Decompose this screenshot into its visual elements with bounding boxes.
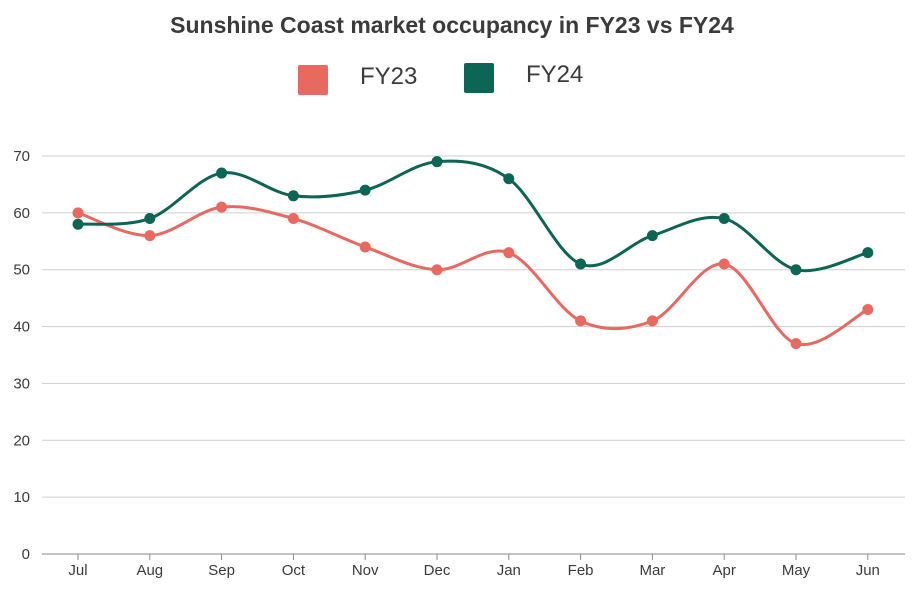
data-point-fy23-jan <box>503 247 515 259</box>
data-point-fy23-jul <box>72 207 84 219</box>
legend-item-fy23: FY23 <box>298 63 417 95</box>
data-point-fy24-mar <box>646 230 658 242</box>
legend-label-fy24: FY24 <box>526 61 583 88</box>
data-point-fy23-apr <box>718 258 730 270</box>
legend: FY23 FY24 <box>298 61 583 95</box>
data-point-fy23-nov <box>359 241 371 253</box>
x-tick-label: Jun <box>856 562 880 579</box>
y-tick-label: 50 <box>13 262 30 279</box>
data-point-fy24-sep <box>216 167 228 179</box>
y-tick-label: 60 <box>13 205 30 222</box>
data-point-fy23-jun <box>862 304 874 316</box>
data-point-fy24-jun <box>862 247 874 259</box>
y-tick-label: 20 <box>13 432 30 449</box>
data-point-fy23-oct <box>287 213 299 225</box>
data-markers <box>72 156 874 350</box>
x-tick-label: Apr <box>713 562 736 579</box>
data-point-fy24-feb <box>575 258 587 270</box>
x-tick-label: Nov <box>352 562 379 579</box>
y-tick-label: 70 <box>13 148 30 165</box>
data-point-fy23-dec <box>431 264 443 276</box>
data-point-fy23-sep <box>216 201 228 213</box>
data-point-fy24-jan <box>503 173 515 185</box>
legend-swatch-fy23 <box>298 65 328 95</box>
y-tick-label: 30 <box>13 375 30 392</box>
series-line-fy23 <box>76 205 870 347</box>
legend-label-fy23: FY23 <box>360 63 417 90</box>
y-axis-ticks: 0 10 20 30 40 50 60 70 <box>13 148 30 563</box>
legend-swatch-fy24 <box>464 63 494 93</box>
y-tick-label: 40 <box>13 319 30 336</box>
x-tick-label: May <box>782 562 811 579</box>
x-tick-label: Feb <box>568 562 594 579</box>
x-tick-label: Aug <box>136 562 163 579</box>
series-lines <box>76 159 870 347</box>
legend-item-fy24: FY24 <box>464 61 583 93</box>
data-point-fy23-feb <box>575 315 587 327</box>
x-tick-label: Oct <box>282 562 306 579</box>
x-tick-label: Dec <box>424 562 451 579</box>
x-tick-label: Sep <box>208 562 235 579</box>
data-point-fy24-may <box>790 264 802 276</box>
data-point-fy23-may <box>790 338 802 350</box>
x-axis-ticks: Jul Aug Sep Oct Nov Dec Jan Feb Mar Apr May Jun <box>68 554 880 579</box>
data-point-fy24-nov <box>359 184 371 196</box>
data-point-fy24-jul <box>72 218 84 230</box>
gridlines <box>42 155 905 555</box>
data-point-fy23-mar <box>646 315 658 327</box>
y-tick-label: 10 <box>13 489 30 506</box>
data-point-fy23-aug <box>144 230 156 242</box>
data-point-fy24-dec <box>431 156 443 168</box>
y-tick-label: 0 <box>22 546 30 563</box>
x-tick-label: Jan <box>497 562 521 579</box>
data-point-fy24-aug <box>144 213 156 225</box>
chart-title: Sunshine Coast market occupancy in FY23 … <box>170 12 734 38</box>
x-tick-label: Jul <box>68 562 87 579</box>
x-tick-label: Mar <box>639 562 665 579</box>
data-point-fy24-apr <box>718 213 730 225</box>
series-line-fy24 <box>76 159 870 273</box>
data-point-fy24-oct <box>287 190 299 202</box>
